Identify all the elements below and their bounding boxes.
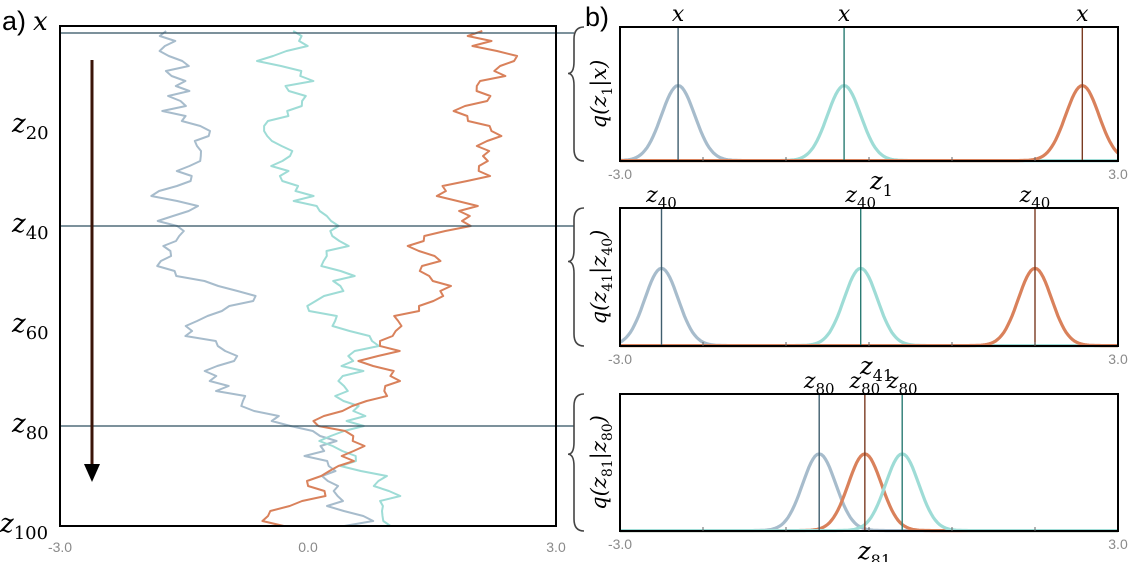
y-tick-40-sub: 40 xyxy=(26,223,49,244)
distribution-frame-1 xyxy=(619,26,1119,162)
b-x-label-3-sub: 81 xyxy=(871,551,891,562)
b-x-tick-3-1: 3.0 xyxy=(1108,536,1128,552)
marker-label-1-1: x xyxy=(672,2,685,27)
y-label-part-pre: q(z xyxy=(587,291,611,325)
b-y-label-2: q(z41|z40) xyxy=(587,230,616,325)
y-label-part-pre: q(z xyxy=(587,476,611,510)
marker-label-3-1-var: z xyxy=(803,369,816,394)
b-x-tick-1-1: 3.0 xyxy=(1108,166,1128,182)
marker-label-1-2: x xyxy=(838,2,851,27)
brace-2 xyxy=(567,207,585,347)
brace-1 xyxy=(567,26,585,162)
time-arrow-head xyxy=(84,464,100,482)
panel-b-label: b) xyxy=(585,2,609,32)
y-label-part-var: x xyxy=(587,68,611,80)
y-label-part-sub: 1 xyxy=(600,87,616,96)
x-tick-1: 0.0 xyxy=(298,539,318,555)
y-label-part-sub: 41 xyxy=(600,274,616,292)
b-x-label-2-var: z xyxy=(859,352,873,380)
y-label-part-mid: | xyxy=(587,267,612,274)
y-label-part-post: ) xyxy=(587,60,611,69)
y-tick-20-var: z xyxy=(11,109,26,139)
b-x-tick-2-1: 3.0 xyxy=(1108,351,1128,367)
step-lines xyxy=(60,32,574,427)
panel-a-label: a) xyxy=(2,6,26,36)
gaussian-1-3 xyxy=(620,83,1120,163)
trajectory-orange xyxy=(261,30,519,527)
y-label-part-sub: 81 xyxy=(600,459,616,477)
b-x-tick-3-0: -3.0 xyxy=(608,536,632,552)
marker-label-1-3-var: x xyxy=(1076,2,1089,27)
y-tick-100: z100 xyxy=(0,509,48,544)
marker-label-2-3-sub: 40 xyxy=(1031,194,1050,212)
marker-label-1-1-var: x xyxy=(672,2,685,27)
y-tick-60-sub: 60 xyxy=(26,323,49,344)
gaussian-3-3 xyxy=(620,452,1118,533)
marker-label-2-3-var: z xyxy=(1019,183,1032,208)
y-tick-40-var: z xyxy=(11,209,26,239)
marker-label-2-2-var: z xyxy=(844,183,857,208)
marker-label-2-1-sub: 40 xyxy=(658,194,677,212)
y-tick-100-sub: 100 xyxy=(14,523,48,544)
y-label-part-var: z xyxy=(587,440,611,453)
y-tick-40: z40 xyxy=(11,209,49,244)
y-label-part-mid: | xyxy=(587,452,612,459)
y-label-part-post: ) xyxy=(587,230,611,239)
b-x-label-3-var: z xyxy=(857,537,871,562)
b-x-label-2-sub: 41 xyxy=(873,366,893,385)
y-label-part-pre: q(z xyxy=(587,95,611,129)
x-tick-2: 3.0 xyxy=(546,539,566,555)
b-x-label-1-var: z xyxy=(869,167,883,195)
marker-label-3-1-sub: 80 xyxy=(815,380,834,398)
marker-label-1-3: x xyxy=(1076,2,1089,27)
b-x-tick-1-0: -3.0 xyxy=(608,166,632,182)
y-label-part-mid: | xyxy=(587,80,612,87)
y-tick-80-var: z xyxy=(11,409,26,439)
brace-3 xyxy=(567,393,585,532)
y-tick-60-var: z xyxy=(11,309,26,339)
panel-a-top-label: x xyxy=(33,7,48,37)
gaussian-1-2 xyxy=(620,83,1118,163)
y-tick-20: z20 xyxy=(11,109,49,144)
marker-label-2-2-sub: 40 xyxy=(857,194,876,212)
panel-a-frame xyxy=(59,25,557,527)
x-tick-0: -3.0 xyxy=(48,539,72,555)
y-tick-100-var: z xyxy=(0,509,14,539)
b-x-tick-2-0: -3.0 xyxy=(608,351,632,367)
trajectories xyxy=(150,30,519,527)
marker-label-3-2-var: z xyxy=(849,369,862,394)
b-x-label-3: z81 xyxy=(857,537,891,562)
x-tick-labels: -3.0 0.0 3.0 xyxy=(48,539,566,555)
b-y-label-1: q(z1|x) xyxy=(587,60,616,129)
marker-label-1-2-var: x xyxy=(838,2,851,27)
marker-label-3-3-var: z xyxy=(886,369,899,394)
y-tick-80: z80 xyxy=(11,409,49,444)
marker-label-2-1-var: z xyxy=(645,183,658,208)
distribution-frame-3 xyxy=(619,393,1119,532)
marker-label-3-3-sub: 80 xyxy=(898,380,917,398)
y-label-part-varsub: 80 xyxy=(600,423,616,441)
b-x-label-1: z1 xyxy=(869,167,893,200)
y-tick-20-sub: 20 xyxy=(26,123,49,144)
b-x-label-1-sub: 1 xyxy=(883,181,893,200)
b-x-label-2: z41 xyxy=(859,352,893,385)
y-tick-80-sub: 80 xyxy=(26,423,49,444)
marker-label-3-2-sub: 80 xyxy=(861,380,880,398)
b-y-label-3: q(z81|z80) xyxy=(587,415,616,510)
y-label-part-post: ) xyxy=(587,415,611,424)
y-label-part-var: z xyxy=(587,255,611,268)
trajectory-teal xyxy=(256,30,402,527)
gaussian-1-1 xyxy=(619,83,1118,163)
y-tick-60: z60 xyxy=(11,309,49,344)
y-label-part-varsub: 40 xyxy=(600,238,616,256)
